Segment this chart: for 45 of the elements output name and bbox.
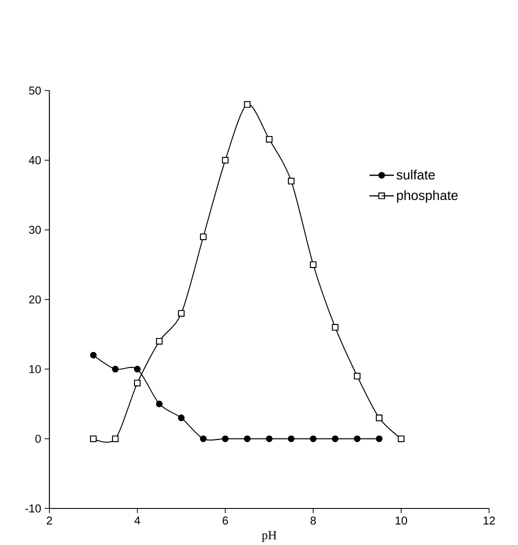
point xyxy=(332,324,339,331)
y-tick-label: 10 xyxy=(30,365,42,374)
point xyxy=(112,435,119,442)
point xyxy=(244,435,251,442)
point xyxy=(332,435,339,442)
point xyxy=(178,310,185,317)
legend-label: sulfate xyxy=(396,170,435,180)
point xyxy=(200,233,207,240)
point xyxy=(200,435,207,442)
point xyxy=(90,435,97,442)
y-tick-label: 40 xyxy=(29,156,42,164)
point xyxy=(288,435,295,442)
point xyxy=(398,435,405,442)
point xyxy=(134,380,141,386)
point xyxy=(178,414,185,422)
point xyxy=(376,414,383,422)
y-tick-label: -10 xyxy=(26,504,42,512)
y-tick-label: 0 xyxy=(36,434,42,443)
x-axis-title: pH xyxy=(262,531,277,542)
point xyxy=(112,366,119,372)
y-tick-label: 50 xyxy=(29,86,42,95)
x-tick-label: 12 xyxy=(484,516,496,524)
y-tick-label: 20 xyxy=(29,295,42,304)
point xyxy=(156,338,163,345)
point xyxy=(310,261,317,268)
x-tick-label: 2 xyxy=(46,516,52,524)
point xyxy=(310,435,317,442)
point xyxy=(90,352,97,359)
point xyxy=(156,400,163,408)
point xyxy=(354,435,361,442)
legend-label: phosphate xyxy=(397,190,458,203)
point xyxy=(222,435,229,442)
point xyxy=(134,366,141,372)
point xyxy=(222,156,229,164)
x-tick-label: 4 xyxy=(134,516,140,524)
x-tick-label: 6 xyxy=(222,516,228,525)
y-tick-label: 30 xyxy=(29,226,42,234)
point xyxy=(266,136,273,143)
point xyxy=(354,372,361,380)
point xyxy=(376,435,383,442)
x-tick-label: 8 xyxy=(310,516,316,525)
point xyxy=(244,101,251,108)
x-tick-label: 10 xyxy=(396,516,408,525)
point xyxy=(288,178,295,184)
point xyxy=(266,435,273,442)
